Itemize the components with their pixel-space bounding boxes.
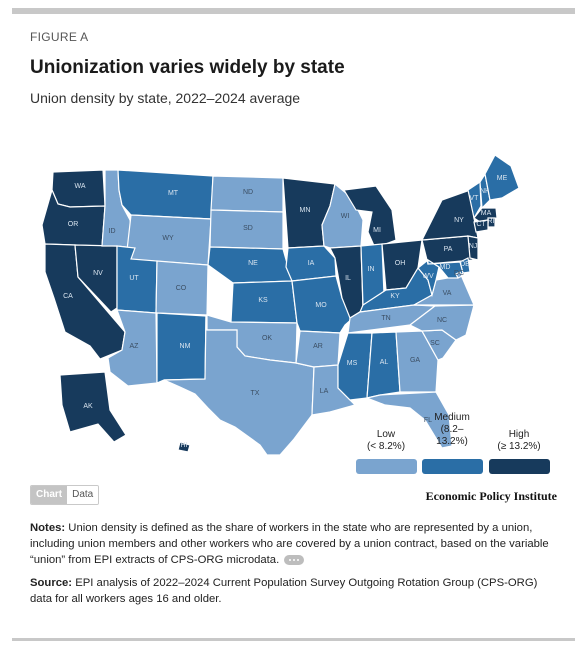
brand-credit: Economic Policy Institute — [425, 489, 557, 503]
state-label-md: MD — [440, 264, 451, 271]
state-label-va: VA — [443, 290, 452, 297]
legend-high-name: High — [508, 429, 530, 440]
state-label-de: DE — [460, 261, 470, 268]
legend-medium-range: (8.2– — [440, 424, 464, 435]
bottom-rule — [12, 638, 575, 641]
state-mt[interactable] — [117, 169, 214, 220]
state-label-nd: ND — [243, 189, 253, 196]
state-label-ky: KY — [390, 293, 400, 300]
legend-low-swatch — [356, 459, 417, 474]
state-label-ca: CA — [63, 293, 73, 300]
chart-title: Unionization varies widely by state — [30, 57, 345, 78]
state-hi[interactable] — [177, 441, 191, 453]
state-ga[interactable] — [395, 330, 439, 393]
more-button[interactable] — [284, 555, 305, 566]
legend-low-name: Low — [376, 429, 396, 440]
state-fl[interactable] — [364, 391, 453, 449]
state-label-mi: MI — [373, 227, 381, 234]
source-label: Source: — [30, 577, 73, 589]
state-label-ma: MA — [481, 210, 492, 217]
legend-low-range: (< 8.2%) — [366, 441, 406, 452]
state-label-or: OR — [68, 221, 79, 228]
state-label-dc: DC — [454, 270, 464, 277]
state-label-wa: WA — [74, 183, 85, 190]
state-ct[interactable] — [473, 219, 489, 233]
legend-medium-swatch — [422, 459, 483, 474]
state-label-ne: NE — [248, 260, 258, 267]
chart-subtitle: Union density by state, 2022–2024 averag… — [30, 90, 301, 106]
state-label-wy: WY — [162, 235, 174, 242]
legend-medium-range-2: 13.2%) — [436, 436, 468, 447]
state-dc[interactable] — [455, 271, 463, 279]
us-map-svg: WA OR CA NV ID MT WY UT CO AZ NM ND SD NE KS OK TX MN IA MO… — [41, 154, 520, 456]
state-label-pa: PA — [444, 246, 453, 253]
chart-tab[interactable]: Chart — [31, 486, 68, 504]
state-label-la: LA — [320, 388, 329, 395]
legend-medium-caption: Medium (8.2– 13.2%) — [422, 412, 482, 448]
state-label-nv: NV — [93, 270, 103, 277]
state-az[interactable] — [107, 309, 158, 387]
state-label-oh: OH — [395, 260, 406, 267]
state-label-tx: TX — [251, 390, 260, 397]
state-label-nm: NM — [180, 343, 191, 350]
state-label-az: AZ — [130, 343, 140, 350]
state-label-ut: UT — [129, 275, 139, 282]
state-label-nc: NC — [437, 317, 447, 324]
state-label-tn: TN — [381, 315, 390, 322]
state-label-nh: NH — [480, 188, 490, 195]
state-label-sd: SD — [243, 225, 253, 232]
top-rule — [12, 8, 575, 14]
figure-label: FIGURE A — [30, 30, 89, 44]
legend-high-range: (≥ 13.2%) — [497, 441, 541, 452]
legend-high-swatch — [489, 459, 550, 474]
state-label-co: CO — [176, 285, 187, 292]
state-label-in: IN — [368, 266, 375, 273]
state-ak[interactable] — [59, 371, 127, 443]
state-al[interactable] — [366, 331, 401, 399]
state-label-ak: AK — [83, 403, 93, 410]
state-label-fl: FL — [424, 417, 432, 424]
state-label-sc: SC — [430, 340, 440, 347]
state-label-id: ID — [109, 228, 116, 235]
legend-low-caption: Low (< 8.2%) — [356, 429, 416, 453]
state-tx[interactable] — [163, 315, 315, 456]
state-vt[interactable] — [467, 180, 482, 220]
state-label-al: AL — [380, 359, 389, 366]
source-text: EPI analysis of 2022–2024 Current Popula… — [30, 577, 538, 605]
state-label-ms: MS — [347, 360, 358, 367]
state-label-mt: MT — [168, 190, 179, 197]
state-label-mn: MN — [300, 207, 311, 214]
state-label-ri: RI — [488, 218, 495, 225]
state-label-ny: NY — [454, 217, 464, 224]
legend-medium-name: Medium — [434, 412, 470, 423]
legend-high-caption: High (≥ 13.2%) — [489, 429, 549, 453]
state-mo[interactable] — [291, 275, 354, 334]
notes: Notes: Union density is defined as the s… — [30, 520, 560, 568]
state-label-nj: NJ — [469, 243, 478, 250]
state-label-hi: HI — [181, 442, 188, 449]
state-label-wv: WV — [422, 273, 434, 280]
state-label-vt: VT — [470, 195, 480, 202]
notes-text: Union density is defined as the share of… — [30, 522, 549, 566]
source: Source: EPI analysis of 2022–2024 Curren… — [30, 575, 560, 607]
state-label-ok: OK — [262, 335, 272, 342]
state-label-ia: IA — [308, 260, 315, 267]
state-nc[interactable] — [408, 304, 475, 341]
state-nj[interactable] — [467, 235, 479, 261]
state-label-mo: MO — [315, 302, 327, 309]
state-label-ct: CT — [476, 221, 486, 228]
notes-label: Notes: — [30, 522, 66, 534]
state-label-me: ME — [497, 175, 508, 182]
view-toggle: Chart Data — [30, 485, 100, 505]
data-tab[interactable]: Data — [67, 486, 99, 504]
state-label-wi: WI — [341, 213, 350, 220]
state-label-ar: AR — [313, 343, 323, 350]
state-me[interactable] — [484, 154, 520, 201]
us-map: WA OR CA NV ID MT WY UT CO AZ NM ND SD NE KS OK TX MN IA MO… — [30, 150, 560, 470]
state-label-ks: KS — [258, 297, 268, 304]
state-label-il: IL — [345, 275, 351, 282]
legend: Low (< 8.2%) Medium (8.2– 13.2%) High (≥… — [356, 412, 556, 474]
state-label-ga: GA — [410, 357, 420, 364]
state-md[interactable] — [427, 258, 464, 279]
